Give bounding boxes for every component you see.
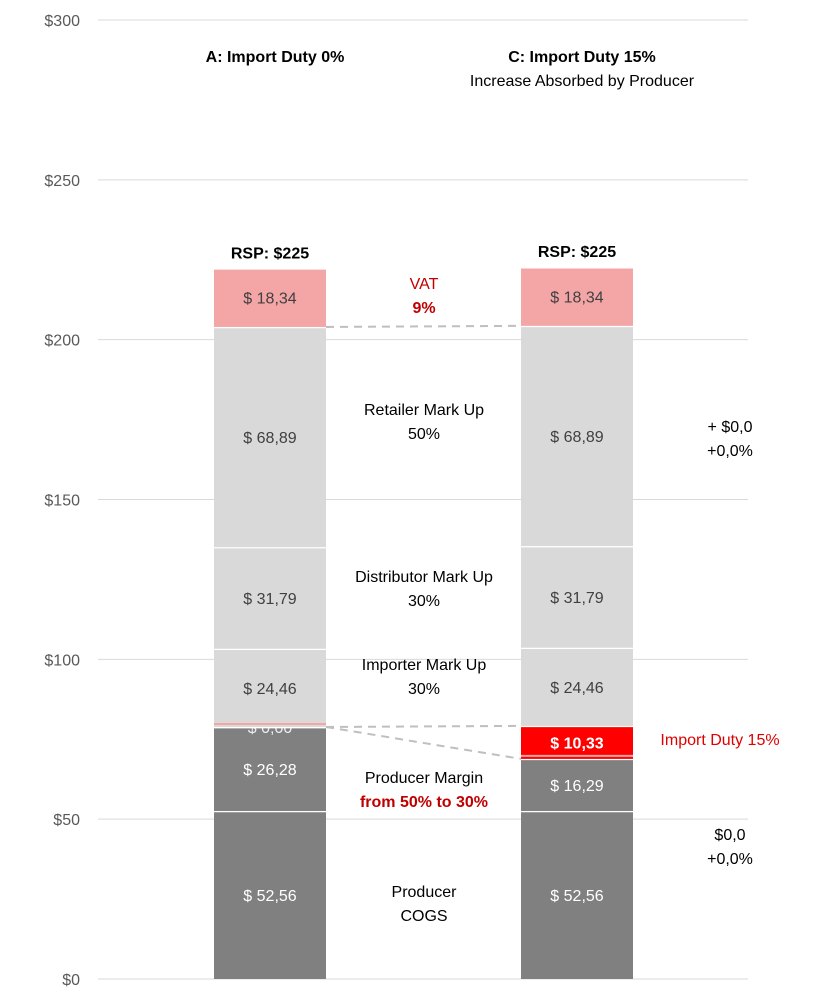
bar-c-title: C: Import Duty 15% [508,49,656,66]
bar-segment [214,547,326,649]
rsp-label: RSP: $225 [231,245,309,262]
change-annotation: + $0,0 +0,0% [707,419,753,460]
y-tick-label: $300 [44,13,80,30]
bar-segment [521,647,633,726]
data-label: $ 31,79 [550,590,603,607]
segment-annotation: Retailer Mark Up 50% [364,402,484,443]
bar-segment [521,546,633,648]
data-label: $ 52,56 [243,888,296,905]
y-tick-label: $250 [44,173,80,190]
bar-segment [521,725,633,759]
annotation-line: +0,0% [707,851,753,868]
duty-top-connector [325,724,522,728]
annotation-line: VAT [410,276,439,293]
annotation-line: 9% [412,300,435,317]
annotation-line: COGS [400,908,447,925]
annotation-line: Retailer Mark Up [364,402,484,419]
annotations: VAT 9% Retailer Mark Up 50% Distributor Mark… [355,276,779,925]
segment-annotation: Producer Margin from 50% to 30% [360,770,488,811]
data-label: $ 10,33 [550,735,603,752]
bar-segment [521,325,633,547]
annotation-line: + $0,0 [708,419,753,436]
y-tick-label: $200 [44,333,80,350]
bar-segment [521,758,633,811]
annotation-line: 30% [408,593,440,610]
data-label: $ 68,89 [550,429,603,446]
annotation-line: Import Duty 15% [660,732,779,749]
y-tick-label: $0 [62,972,80,989]
segment-annotation: Producer COGS [392,884,458,925]
annotation-line: 50% [408,426,440,443]
bar-segment [521,267,633,326]
segment-annotation: Importer Mark Up 30% [362,657,487,698]
y-tick-label: $100 [44,652,80,669]
bars: $ 52,56$ 26,28$ 0,00$ 24,46$ 31,79$ 68,8… [214,244,633,979]
bar-segment [214,326,326,548]
bar-segment [521,810,633,979]
data-label: $ 24,46 [243,681,296,698]
data-label: $ 68,89 [243,430,296,447]
connectors [214,324,633,760]
change-annotation: Import Duty 15% [660,732,779,749]
bar-titles: A: Import Duty 0% C: Import Duty 15% Inc… [206,49,695,90]
data-label: $ 24,46 [550,680,603,697]
bar-segment [214,648,326,727]
annotation-line: Producer [392,884,458,901]
data-label: $ 31,79 [243,591,296,608]
y-tick-label: $150 [44,493,80,510]
vat-connector [325,324,522,328]
segment-annotation: VAT 9% [410,276,439,317]
bar-segment [214,268,326,327]
change-annotation: $0,0 +0,0% [707,827,753,868]
bar-0: $ 52,56$ 26,28$ 0,00$ 24,46$ 31,79$ 68,8… [214,245,326,979]
data-label: $ 16,29 [550,778,603,795]
bar-a-title: A: Import Duty 0% [206,49,345,66]
data-label: $ 52,56 [550,888,603,905]
data-label: $ 26,28 [243,762,296,779]
y-axis: $0 $50 $100 $150 $200 $250 $300 [44,13,80,989]
bar-segment [214,726,326,811]
bar-1: $ 52,56 $ 16,29 $ 10,33 $ 24,46 $ 31,79 $ 68,… [521,244,633,979]
data-label: $ 18,34 [550,290,603,307]
annotation-line: $0,0 [714,827,745,844]
y-tick-label: $50 [53,812,80,829]
data-label: $ 18,34 [243,291,296,308]
annotation-line: 30% [408,681,440,698]
segment-annotation: Distributor Mark Up 30% [355,569,493,610]
bar-segment [214,810,326,979]
annotation-line: Importer Mark Up [362,657,487,674]
annotation-line: from 50% to 30% [360,794,488,811]
margin-connector [325,725,522,760]
rsp-label: RSP: $225 [538,244,616,261]
bar-c-subtitle: Increase Absorbed by Producer [470,73,695,90]
annotation-line: +0,0% [707,443,753,460]
annotation-line: Producer Margin [365,770,483,787]
gridlines [98,19,748,980]
annotation-line: Distributor Mark Up [355,569,493,586]
